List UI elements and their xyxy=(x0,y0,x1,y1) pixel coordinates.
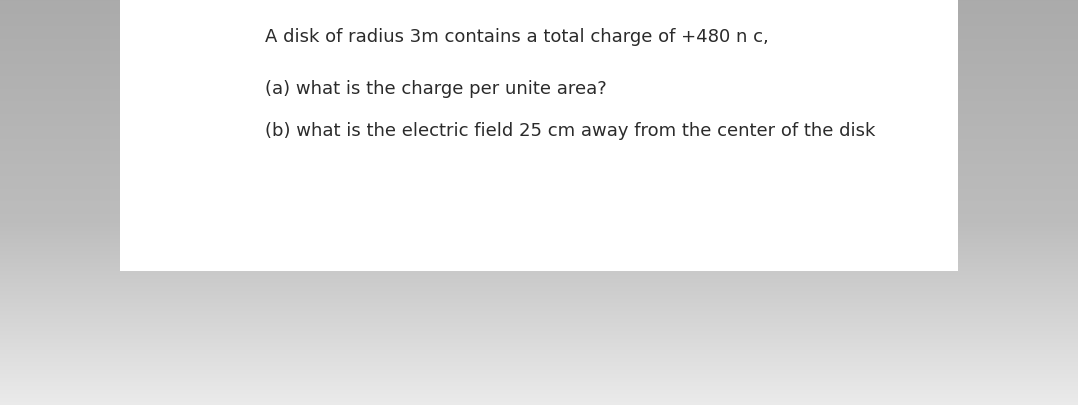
Bar xyxy=(120,0,958,271)
Text: A disk of radius 3m contains a total charge of +480 n c,: A disk of radius 3m contains a total cha… xyxy=(265,28,769,46)
Text: (b) what is the electric field 25 cm away from the center of the disk: (b) what is the electric field 25 cm awa… xyxy=(265,122,875,140)
Text: (a) what is the charge per unite area?: (a) what is the charge per unite area? xyxy=(265,80,607,98)
